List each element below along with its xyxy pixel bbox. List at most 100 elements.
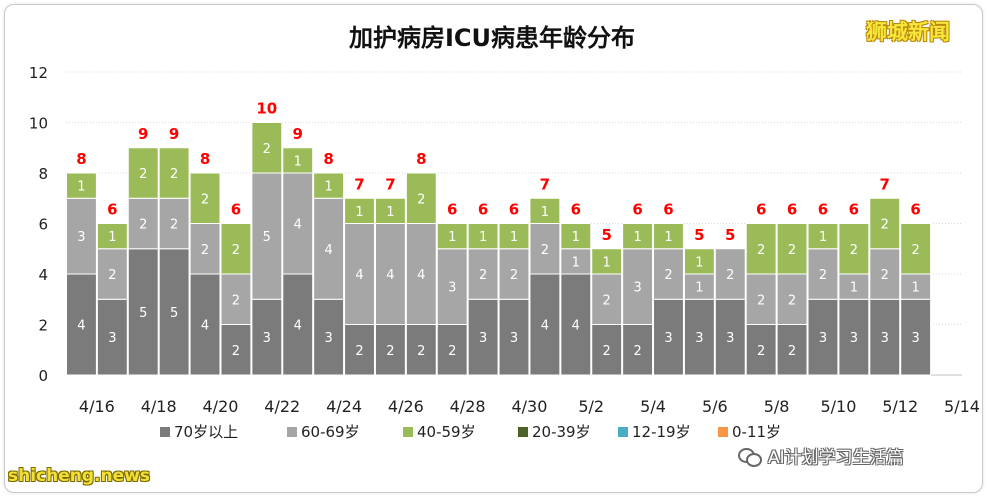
legend-label: 40-59岁	[417, 423, 476, 441]
bar-segment	[653, 223, 684, 250]
bar-segment	[683, 273, 715, 300]
bar-segment	[714, 298, 746, 376]
bar-segment	[653, 298, 684, 376]
bar-segment	[869, 248, 901, 300]
total-label: 9	[138, 125, 148, 143]
bar-segment	[498, 248, 530, 300]
bar-segment	[251, 298, 283, 376]
segment-label: 2	[726, 268, 734, 283]
segment-label: 1	[633, 230, 641, 245]
segment-label: 4	[294, 319, 302, 334]
bar-segment	[158, 147, 190, 199]
total-label: 8	[200, 150, 210, 168]
bar-segment	[405, 172, 437, 224]
brand-logo-text: 狮城新闻	[866, 20, 950, 44]
segment-label: 1	[912, 281, 920, 296]
segment-label: 3	[324, 331, 332, 346]
total-label: 6	[756, 201, 766, 219]
segment-label: 2	[479, 268, 487, 283]
segment-label: 1	[324, 180, 332, 195]
y-tick-label: 8	[38, 165, 48, 183]
x-axis: 4/16 4/18 4/20 4/22 4/24 4/26 4/28 4/30 5/2 5/4 5/…	[79, 397, 980, 416]
bar-segment	[529, 223, 561, 275]
legend-label: 0-11岁	[732, 423, 781, 441]
bar-segment	[313, 298, 345, 376]
segment-label: 2	[788, 344, 796, 359]
bar-segment	[529, 197, 561, 224]
segment-label: 2	[417, 192, 425, 207]
chart-title: 加护病房ICU病患年龄分布	[349, 24, 635, 52]
total-label: 7	[540, 175, 550, 193]
segment-label: 4	[386, 268, 394, 283]
chart-frame	[4, 4, 983, 493]
segment-label: 3	[479, 331, 487, 346]
bar-segment	[807, 223, 839, 250]
segment-label: 2	[355, 344, 363, 359]
segment-label: 3	[726, 331, 734, 346]
x-tick-label: 5/12	[882, 397, 918, 416]
segment-label: 3	[881, 331, 889, 346]
y-tick-label: 6	[38, 216, 48, 234]
watermark-right: AI计划学习生活篇	[738, 443, 904, 468]
segment-label: 2	[417, 344, 425, 359]
segment-label: 3	[77, 230, 85, 245]
segment-label: 2	[139, 218, 147, 233]
segment-label: 1	[695, 281, 703, 296]
segment-label: 3	[633, 281, 641, 296]
legend-label: 70岁以上	[174, 423, 238, 441]
bar-segment	[560, 223, 592, 250]
segment-label: 2	[386, 344, 394, 359]
total-label: 6	[571, 201, 581, 219]
total-label: 6	[787, 201, 797, 219]
segment-label: 2	[603, 344, 611, 359]
legend-label: 60-69岁	[301, 423, 360, 441]
total-label: 8	[323, 150, 333, 168]
segment-label: 2	[541, 243, 549, 258]
bar-segment	[838, 298, 870, 376]
segment-label: 1	[479, 230, 487, 245]
bar-segment	[282, 172, 314, 275]
total-label: 6	[632, 201, 642, 219]
total-label: 9	[293, 125, 303, 143]
watermark-right-text: AI计划学习生活篇	[768, 448, 904, 468]
segment-label: 2	[788, 293, 796, 308]
y-tick-label: 4	[38, 266, 48, 284]
wechat-icon	[738, 447, 762, 467]
bar-segment	[869, 298, 901, 376]
segment-label: 2	[757, 344, 765, 359]
segment-label: 2	[170, 218, 178, 233]
segment-label: 2	[850, 243, 858, 258]
x-tick-label: 4/22	[264, 397, 300, 416]
x-tick-label: 5/4	[640, 397, 666, 416]
total-label: 6	[509, 201, 519, 219]
legend-swatch	[518, 427, 528, 437]
segment-label: 4	[541, 319, 549, 334]
bar-segment	[344, 197, 375, 224]
segment-label: 2	[664, 268, 672, 283]
segment-label: 2	[603, 293, 611, 308]
legend: 70岁以上 60-69岁 40-59岁 20-39岁 12-19岁 0-11岁	[160, 423, 781, 441]
y-tick-label: 10	[29, 115, 48, 133]
segment-label: 1	[355, 205, 363, 220]
bar-segment	[622, 223, 654, 250]
legend-swatch	[618, 427, 628, 437]
segment-label: 2	[757, 243, 765, 258]
segment-label: 1	[572, 230, 580, 245]
bar-segment	[127, 147, 159, 199]
segment-label: 3	[108, 331, 116, 346]
total-label: 7	[880, 175, 890, 193]
bar-segment	[591, 273, 623, 325]
segment-label: 2	[232, 243, 240, 258]
bar-segment	[66, 172, 97, 199]
bar-segment	[745, 273, 777, 325]
bar-segment	[683, 298, 715, 376]
x-tick-label: 4/28	[450, 397, 486, 416]
segment-label: 1	[510, 230, 518, 245]
bar-segment	[869, 197, 901, 250]
segment-label: 4	[201, 319, 209, 334]
segment-label: 2	[201, 192, 209, 207]
bar-segment	[776, 324, 808, 376]
total-label: 6	[818, 201, 828, 219]
bar-segment	[127, 197, 159, 250]
bar-segment	[282, 273, 314, 376]
